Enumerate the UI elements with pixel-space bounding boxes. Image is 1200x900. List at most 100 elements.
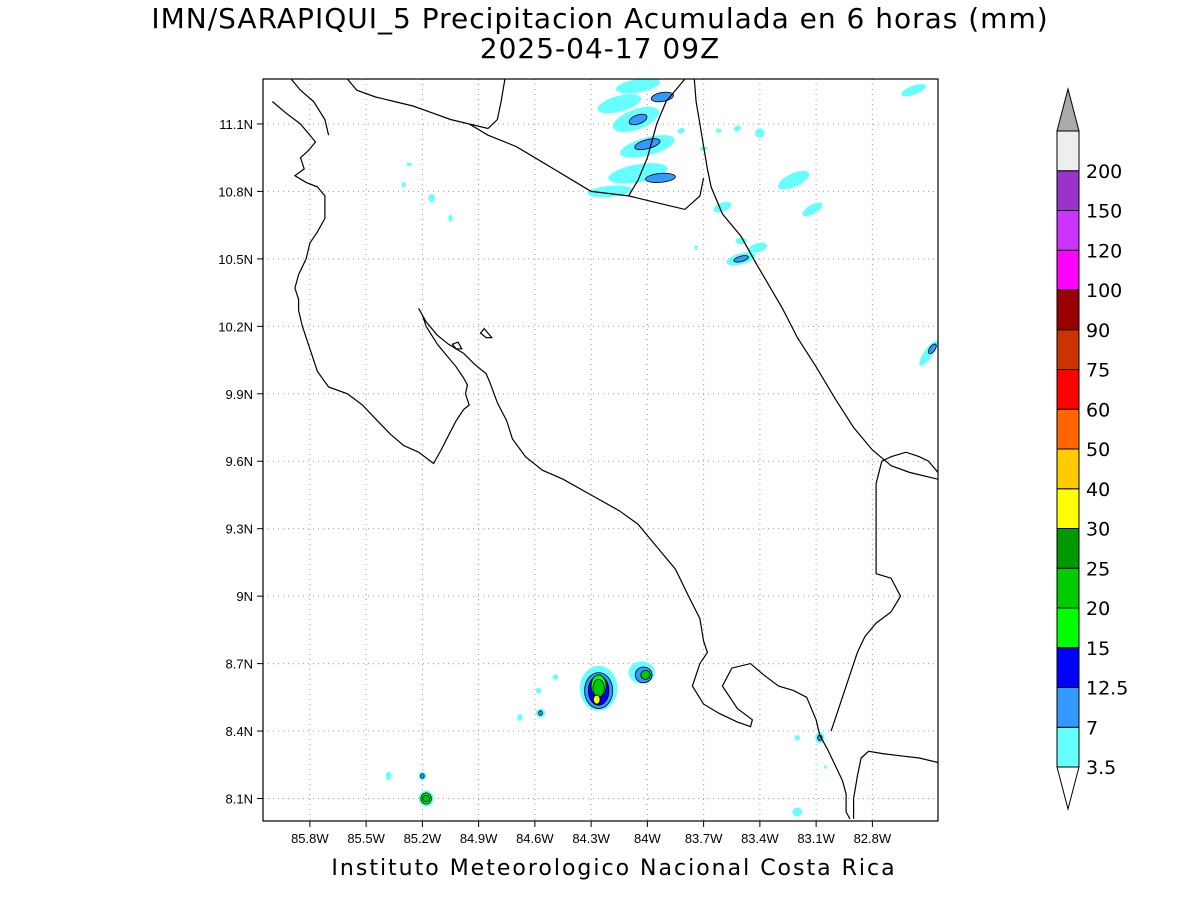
- x-axis-ticks: 85.8W 85.5W 85.2W 84.9W 84.6W 84.3W 84W 83.7W 83…: [291, 821, 892, 846]
- y-tick-label: 10.2N: [218, 319, 253, 334]
- colorbar-swatch: [1056, 130, 1080, 172]
- precip-cell: [733, 255, 749, 263]
- precip-cell: [794, 735, 801, 741]
- colorbar-swatch: [1056, 329, 1080, 370]
- precip-cell: [592, 678, 605, 698]
- precip-cell: [901, 84, 927, 97]
- map-valid-time: 2025-04-17 09Z: [479, 32, 721, 65]
- precip-cell: [385, 771, 392, 781]
- precip-cell: [422, 794, 430, 803]
- colorbar-swatch: [1056, 448, 1080, 490]
- colorbar-label: 12.5: [1086, 678, 1128, 700]
- colorbar-label: 25: [1086, 558, 1110, 580]
- colorbar-swatch: [1056, 170, 1080, 211]
- y-tick-label: 9.6N: [226, 454, 253, 469]
- colorbar-label: 75: [1086, 360, 1110, 382]
- coastline: [290, 79, 330, 136]
- colorbar-label: 15: [1086, 638, 1110, 660]
- colorbar-label: 200: [1086, 161, 1122, 183]
- y-tick-label: 8.1N: [226, 792, 253, 807]
- coastline: [693, 79, 938, 480]
- colorbar-swatch: [1056, 289, 1080, 331]
- precip-cell: [645, 172, 676, 184]
- precip-cell: [755, 128, 765, 138]
- colorbar-swatch: [1056, 647, 1080, 688]
- x-tick-label: 83.1W: [797, 831, 835, 846]
- precip-cell: [748, 242, 768, 253]
- colorbar-swatch: [1056, 607, 1080, 649]
- precip-cell: [634, 138, 661, 151]
- colorbar-swatch: [1056, 567, 1080, 609]
- precip-cell: [694, 245, 698, 250]
- x-tick-label: 84W: [634, 831, 661, 846]
- precip-cell: [592, 694, 601, 705]
- colorbar-label: 90: [1086, 320, 1110, 342]
- x-tick-label: 85.5W: [347, 831, 385, 846]
- colorbar-label: 100: [1086, 280, 1122, 302]
- precip-cell: [535, 687, 542, 694]
- coastline: [468, 123, 705, 211]
- colorbar: 3.5 7 12.5 15 20 25 30 40 50 60 75 90 100 120 150 200: [1056, 87, 1128, 811]
- colorbar-label: 60: [1086, 399, 1110, 421]
- colorbar-swatch: [1056, 726, 1080, 768]
- precip-cell: [448, 215, 453, 222]
- colorbar-swatch: [1056, 687, 1080, 728]
- precip-cell: [538, 710, 543, 716]
- precip-cell: [401, 181, 406, 188]
- precip-cell: [778, 170, 810, 190]
- colorbar-label: 3.5: [1086, 757, 1116, 779]
- colorbar-label: 40: [1086, 479, 1110, 501]
- coastlines: [272, 79, 938, 820]
- colorbar-swatch: [1056, 249, 1080, 291]
- precip-cell: [615, 79, 661, 94]
- precip-cell: [928, 343, 937, 355]
- y-tick-label: 9.9N: [226, 387, 253, 402]
- x-tick-label: 85.8W: [291, 831, 329, 846]
- colorbar-swatch: [1056, 528, 1080, 569]
- colorbar-label: 120: [1086, 240, 1122, 262]
- colorbar-label: 7: [1086, 717, 1098, 739]
- precip-cell: [715, 128, 722, 133]
- x-tick-label: 83.7W: [685, 831, 723, 846]
- precip-cell: [802, 202, 823, 217]
- x-tick-label: 84.6W: [516, 831, 554, 846]
- precipitation-field: [385, 79, 938, 817]
- precip-cell: [420, 773, 425, 779]
- coastline: [272, 101, 851, 820]
- x-tick-label: 82.8W: [854, 831, 892, 846]
- precip-cell: [597, 94, 642, 114]
- x-tick-label: 84.9W: [460, 831, 498, 846]
- precip-cell: [677, 127, 685, 134]
- footer-credit: Instituto Meteorologico Nacional Costa R…: [331, 856, 897, 881]
- x-tick-label: 83.4W: [741, 831, 779, 846]
- y-tick-label: 10.8N: [218, 184, 253, 199]
- coastline: [830, 451, 938, 732]
- colorbar-swatch: [1056, 369, 1080, 410]
- x-tick-label: 85.2W: [404, 831, 442, 846]
- coastline: [628, 79, 686, 197]
- precip-cell: [428, 194, 436, 203]
- y-tick-label: 8.4N: [226, 724, 253, 739]
- colorbar-upper-arrow: [1056, 87, 1080, 132]
- map-title: IMN/SARAPIQUI_5 Precipitacion Acumulada …: [151, 2, 1049, 35]
- colorbar-swatch: [1056, 488, 1080, 529]
- colorbar-swatch: [1056, 408, 1080, 450]
- colorbar-label: 50: [1086, 439, 1110, 461]
- colorbar-label: 20: [1086, 598, 1110, 620]
- precip-cell: [552, 674, 559, 680]
- precip-cell: [733, 125, 741, 132]
- precip-cell: [587, 185, 633, 198]
- precip-cell: [406, 162, 413, 167]
- y-tick-label: 8.7N: [226, 657, 253, 672]
- precip-cell: [628, 113, 648, 126]
- island-outline: [479, 327, 494, 339]
- precip-cell: [640, 669, 651, 680]
- precip-cell: [824, 765, 827, 769]
- colorbar-label: 150: [1086, 201, 1122, 223]
- x-tick-label: 84.3W: [572, 831, 610, 846]
- y-tick-label: 9N: [236, 589, 253, 604]
- map-frame: [262, 78, 939, 822]
- y-tick-label: 10.5N: [218, 252, 253, 267]
- colorbar-swatch: [1056, 210, 1080, 251]
